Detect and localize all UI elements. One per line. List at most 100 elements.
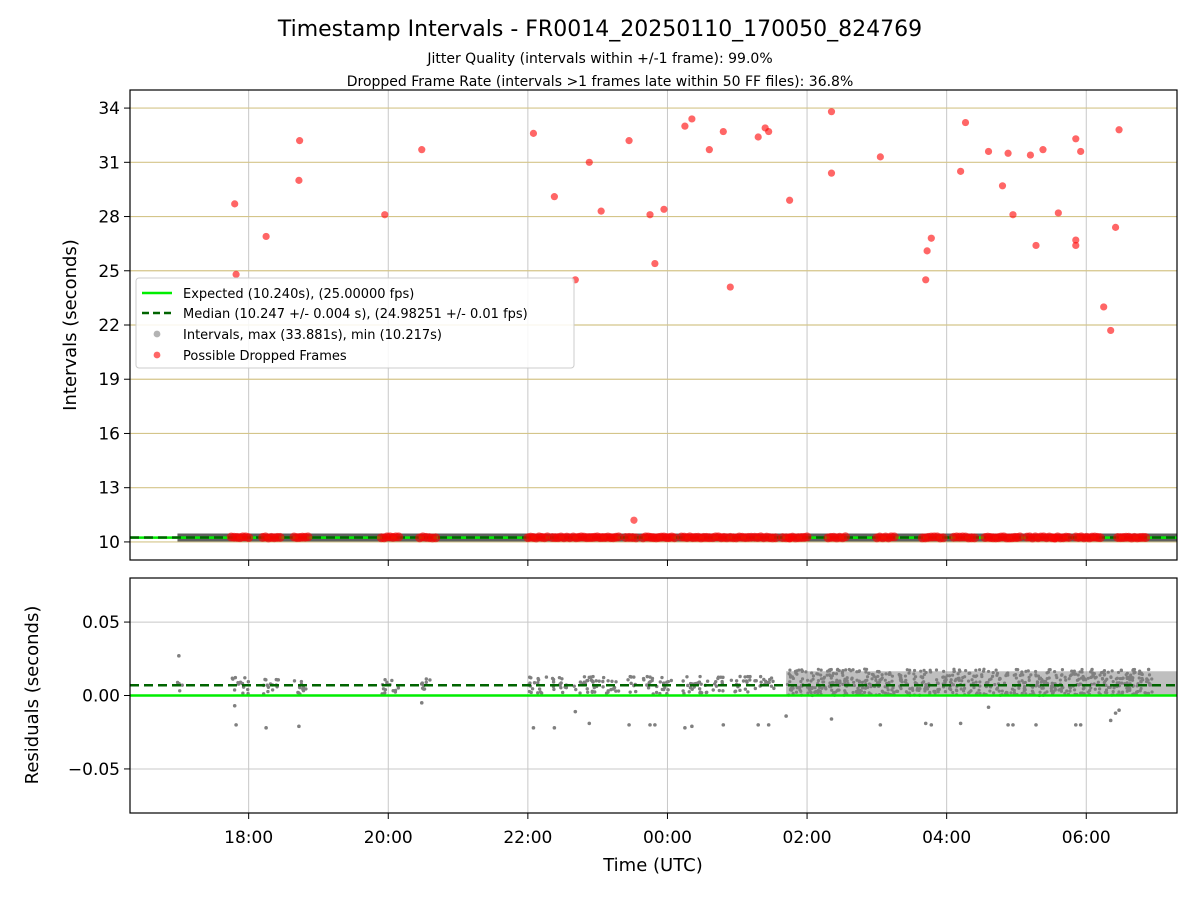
dropped-frame-point: [1141, 533, 1151, 543]
residual-point: [834, 672, 839, 676]
residual-point: [952, 669, 956, 674]
residual-point: [1135, 684, 1139, 688]
residual-point: [1058, 678, 1062, 682]
residual-point: [991, 671, 995, 675]
dropped-frame-point: [1100, 303, 1108, 311]
residual-point: [1072, 672, 1076, 676]
residual-point: [903, 674, 907, 678]
residual-point: [921, 676, 925, 680]
residual-point: [1111, 679, 1115, 684]
residual-point: [551, 677, 556, 682]
dropped-frame-point: [771, 533, 781, 543]
residual-point: [714, 679, 718, 684]
residual-point: [1088, 688, 1092, 693]
dropped-frame-point: [688, 115, 696, 123]
residual-point: [854, 689, 858, 694]
bottom-xtick-label: 04:00: [922, 828, 971, 848]
dropped-frame-point: [394, 532, 404, 542]
residual-point: [810, 685, 815, 689]
residual-point: [772, 686, 776, 691]
residual-point: [794, 690, 799, 694]
residual-point: [529, 676, 533, 680]
residual-point: [1149, 683, 1153, 687]
dropped-frame-point: [1072, 236, 1080, 244]
residual-point: [847, 667, 851, 672]
residual-point: [936, 681, 940, 685]
residual-point: [813, 686, 817, 690]
residual-point: [647, 680, 651, 685]
residual-point: [178, 689, 182, 693]
residual-point: [266, 689, 270, 694]
residual-point: [1105, 677, 1109, 681]
residual-point: [857, 669, 861, 674]
dropped-frame-point: [1004, 149, 1012, 157]
residual-point: [811, 674, 816, 678]
residual-point: [971, 681, 975, 685]
chart-subtitle-dropped: Dropped Frame Rate (intervals >1 frames …: [347, 74, 854, 90]
bottom-xtick-label: 06:00: [1062, 828, 1111, 848]
dropped-frame-point: [1026, 151, 1035, 159]
residual-point: [852, 680, 856, 684]
dropped-frame-point: [961, 118, 970, 127]
residual-point: [686, 683, 690, 688]
residual-point: [711, 688, 715, 692]
residual-outlier-point: [929, 723, 934, 727]
dropped-frame-point: [923, 247, 931, 255]
residual-point: [614, 689, 618, 693]
top-plot-frame: [129, 89, 1178, 561]
residual-point: [564, 685, 569, 690]
residual-point: [816, 688, 821, 692]
residual-point: [951, 690, 955, 695]
legend-entry-label: Expected (10.240s), (25.00000 fps): [183, 287, 414, 302]
residual-point: [1116, 670, 1121, 675]
residual-point: [601, 685, 605, 689]
residual-point: [968, 671, 972, 675]
residual-outlier-point: [234, 723, 238, 727]
residual-point: [1045, 690, 1049, 694]
residual-point: [810, 671, 814, 675]
residual-point: [634, 689, 638, 694]
residual-point: [865, 675, 870, 679]
residual-point: [1046, 670, 1050, 674]
residual-outlier-point: [1078, 723, 1083, 727]
dropped-frame-point: [381, 211, 389, 219]
residual-point: [424, 680, 428, 684]
dropped-frame-point: [431, 533, 441, 543]
residual-point: [594, 679, 598, 683]
residual-point: [1120, 691, 1124, 695]
residual-point: [850, 677, 854, 681]
residual-point: [1009, 691, 1013, 695]
residual-outlier-point: [721, 723, 726, 727]
residual-point: [688, 686, 693, 690]
residual-point: [232, 688, 237, 692]
residual-point: [1093, 676, 1097, 680]
residual-point: [266, 685, 271, 689]
residual-point: [924, 670, 928, 675]
residual-outlier-point: [1117, 708, 1121, 712]
residual-point: [869, 685, 873, 689]
residual-outlier-point: [1108, 718, 1113, 723]
residual-point: [1040, 677, 1044, 682]
residual-point: [769, 676, 774, 680]
residual-point: [650, 678, 654, 683]
residual-point: [1093, 687, 1097, 691]
residual-point: [383, 691, 387, 695]
residual-point: [830, 688, 834, 692]
residual-point: [759, 680, 763, 684]
residual-point: [951, 683, 956, 687]
residual-point: [666, 688, 670, 692]
residual-point: [231, 677, 235, 681]
residual-point: [1098, 673, 1102, 677]
residual-point: [1022, 689, 1026, 693]
dropped-frame-point: [660, 205, 668, 213]
residual-point: [390, 678, 394, 683]
residual-point: [585, 679, 589, 683]
residual-point: [424, 677, 429, 681]
dropped-frame-point: [840, 532, 850, 542]
residual-point: [955, 689, 959, 693]
residual-point: [978, 684, 982, 688]
residual-point: [862, 690, 867, 694]
residual-point: [864, 670, 868, 674]
residual-point: [1047, 668, 1051, 672]
residual-point: [799, 679, 803, 684]
